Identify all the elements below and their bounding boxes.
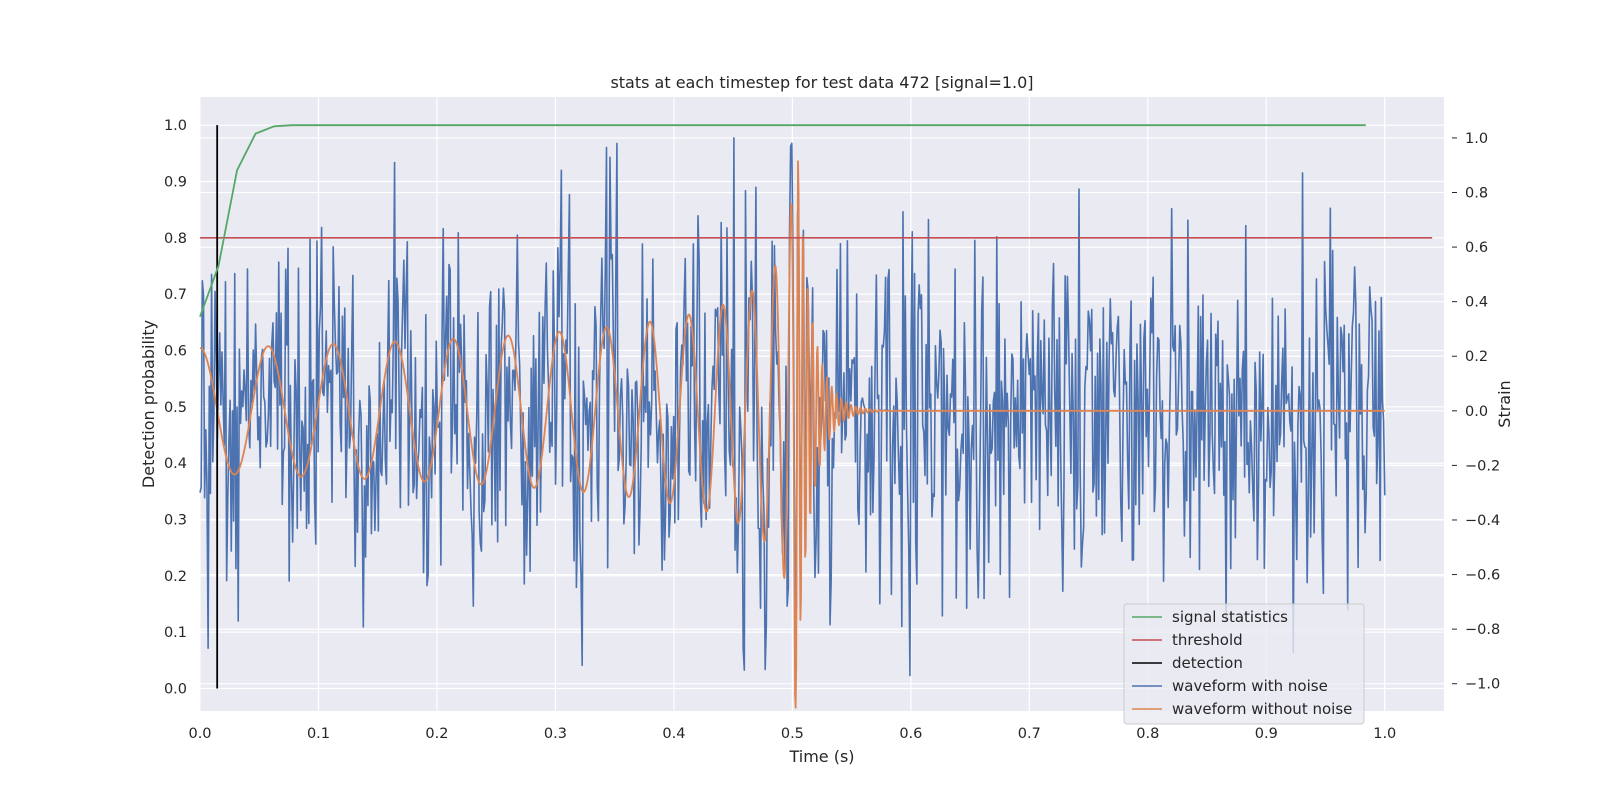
x-tick-label: 0.3: [544, 726, 567, 742]
x-tick-label: 0.7: [1018, 726, 1041, 742]
x-tick-label: 0.9: [1255, 726, 1278, 742]
y-axis-right-label: Strain: [1495, 380, 1514, 427]
y-left-tick-label: 0.6: [164, 343, 187, 359]
chart-title: stats at each timestep for test data 472…: [610, 73, 1033, 92]
y-right-tick-label: −0.8: [1465, 622, 1500, 638]
signal-statistics-line: [199, 124, 1366, 317]
legend-label-waveform-without-noise: waveform without noise: [1172, 700, 1352, 718]
legend: signal statistics threshold detection wa…: [1123, 603, 1365, 725]
legend-item-threshold: threshold: [1132, 631, 1243, 649]
x-tick-label: 0.1: [307, 726, 330, 742]
y-right-tick-label: 0.2: [1465, 349, 1488, 365]
y-right-tick-label: 0.6: [1465, 240, 1488, 256]
waveform-with-noise-line: [199, 137, 1386, 677]
legend-item-waveform-without-noise: waveform without noise: [1132, 700, 1352, 718]
legend-item-signal-statistics: signal statistics: [1132, 608, 1288, 626]
y-left-tick-label: 0.8: [164, 231, 187, 247]
legend-label-signal-statistics: signal statistics: [1172, 608, 1288, 626]
y-right-tick-label: 0.8: [1465, 186, 1488, 202]
right-axis-series: [199, 137, 1386, 709]
x-tick-label: 1.0: [1373, 726, 1396, 742]
legend-box: [1123, 603, 1365, 725]
x-tick-label: 0.4: [662, 726, 685, 742]
waveform-without-noise-line: [199, 160, 1386, 709]
tick-labels: 0.0 0.1 0.2 0.3 0.4 0.5 0.6 0.7 0.8 0.9 1.0 0.0 0.1 0…: [164, 118, 1500, 742]
y-right-tick-label: −0.6: [1465, 568, 1500, 584]
y-left-tick-label: 0.5: [164, 400, 187, 416]
x-tick-label: 0.2: [425, 726, 448, 742]
y-right-tick-label: −0.4: [1465, 513, 1500, 529]
y-left-tick-label: 0.0: [164, 681, 187, 697]
x-tick-label: 0.6: [899, 726, 922, 742]
y-axis-left-label: Detection probability: [139, 320, 158, 488]
legend-label-threshold: threshold: [1172, 631, 1243, 649]
legend-label-waveform-with-noise: waveform with noise: [1172, 677, 1328, 695]
x-tick-label: 0.8: [1136, 726, 1159, 742]
y-right-tick-label: −1.0: [1465, 677, 1500, 693]
y-left-tick-label: 0.1: [164, 625, 187, 641]
x-tick-label: 0.0: [188, 726, 211, 742]
y-left-tick-label: 0.4: [164, 456, 187, 472]
legend-item-waveform-with-noise: waveform with noise: [1132, 677, 1328, 695]
left-axis-series: [199, 124, 1433, 689]
y-left-tick-label: 0.2: [164, 569, 187, 585]
y-right-tick-label: 0.4: [1465, 295, 1488, 311]
y-right-tick-label: 1.0: [1465, 131, 1488, 147]
y-left-tick-label: 1.0: [164, 118, 187, 134]
legend-label-detection: detection: [1172, 654, 1243, 672]
y-right-tick-label: −0.2: [1465, 458, 1500, 474]
y-left-tick-label: 0.9: [164, 174, 187, 190]
y-right-tick-label: 0.0: [1465, 404, 1488, 420]
y-left-tick-label: 0.3: [164, 512, 187, 528]
x-tick-label: 0.5: [781, 726, 804, 742]
x-axis-label: Time (s): [788, 747, 854, 766]
y-left-tick-label: 0.7: [164, 287, 187, 303]
legend-item-detection: detection: [1132, 654, 1243, 672]
